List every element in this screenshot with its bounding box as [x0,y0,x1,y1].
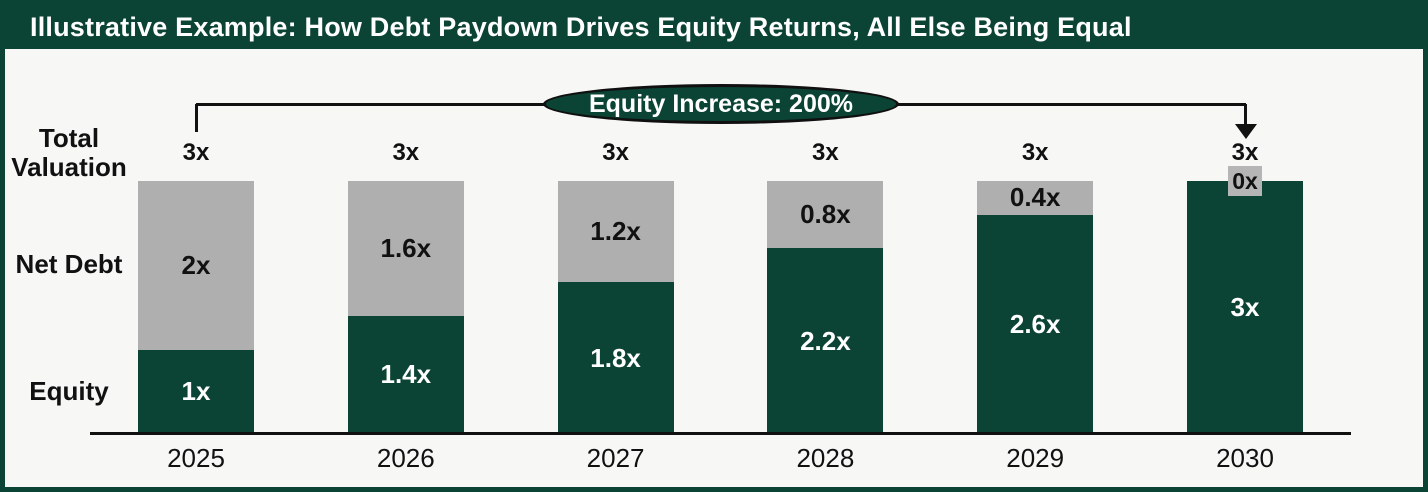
page-title: Illustrative Example: How Debt Paydown D… [30,11,1132,42]
equity-value-label: 1x [181,376,211,407]
total-valuation-value-label: 3x [602,139,629,166]
bar-segment-net-debt: 0.4x [977,181,1094,215]
total-valuation-value-label: 3x [1231,139,1259,166]
total-valuation-value-label: 3x [812,139,839,166]
arrow-head-icon [1235,124,1257,139]
net-debt-value-label: 0.8x [800,199,851,230]
net-debt-value-label: 1.6x [380,232,432,263]
equity-increase-label: Equity Increase: 200% [588,89,853,118]
x-axis-tick-label: 2025 [167,443,225,473]
arrow-line-right-end [1244,104,1247,127]
bar-segment-equity: 2.6x [977,214,1094,434]
net-debt-value-label: 2x [181,249,211,280]
x-axis-tick-label: 2030 [1216,443,1274,473]
equity-value-label: 2.6x [1009,308,1061,339]
bar-segment-equity: 2.2x [767,248,884,434]
arrow-line-left-end [195,104,198,132]
bar-segment-equity: 1x [138,349,254,434]
equity-increase-badge: Equity Increase: 200% [543,84,899,124]
row-label-total-valuation: Total Valuation [11,123,127,182]
x-axis-tick-label: 2029 [1006,443,1065,473]
equity-value-label: 1.8x [590,342,641,373]
x-axis-tick-label: 2028 [796,443,855,473]
x-axis-line [90,432,1351,435]
row-label-net-debt: Net Debt [15,249,123,279]
equity-value-label: 2.2x [800,325,851,356]
net-debt-value-label: 1.2x [590,216,641,247]
bar-segment-net-debt: 1.2x [557,181,674,283]
equity-value-label: 1.4x [380,359,432,390]
x-axis-tick-label: 2026 [376,443,435,473]
zero-net-debt-box: 0x [1228,166,1262,196]
total-valuation-value-label: 3x [1021,139,1049,166]
bar-segment-equity: 1.4x [347,315,464,434]
x-axis-tick-label: 2027 [586,443,645,473]
row-label-equity: Equity [29,376,109,406]
title-bar: Illustrative Example: How Debt Paydown D… [5,5,1423,49]
net-debt-value-label: 0.4x [1009,182,1061,213]
equity-value-label: 3x [1230,291,1260,322]
bar-segment-equity: 1.8x [557,282,674,434]
bar-segment-net-debt: 1.6x [347,181,464,316]
net-debt-value-label: 0x [1232,167,1258,194]
bar-segment-net-debt: 0.8x [767,181,884,249]
total-valuation-value-label: 3x [182,139,210,166]
bar-segment-equity: 3x [1187,181,1303,434]
bar-segment-net-debt: 2x [138,181,254,350]
total-valuation-value-label: 3x [392,139,420,166]
